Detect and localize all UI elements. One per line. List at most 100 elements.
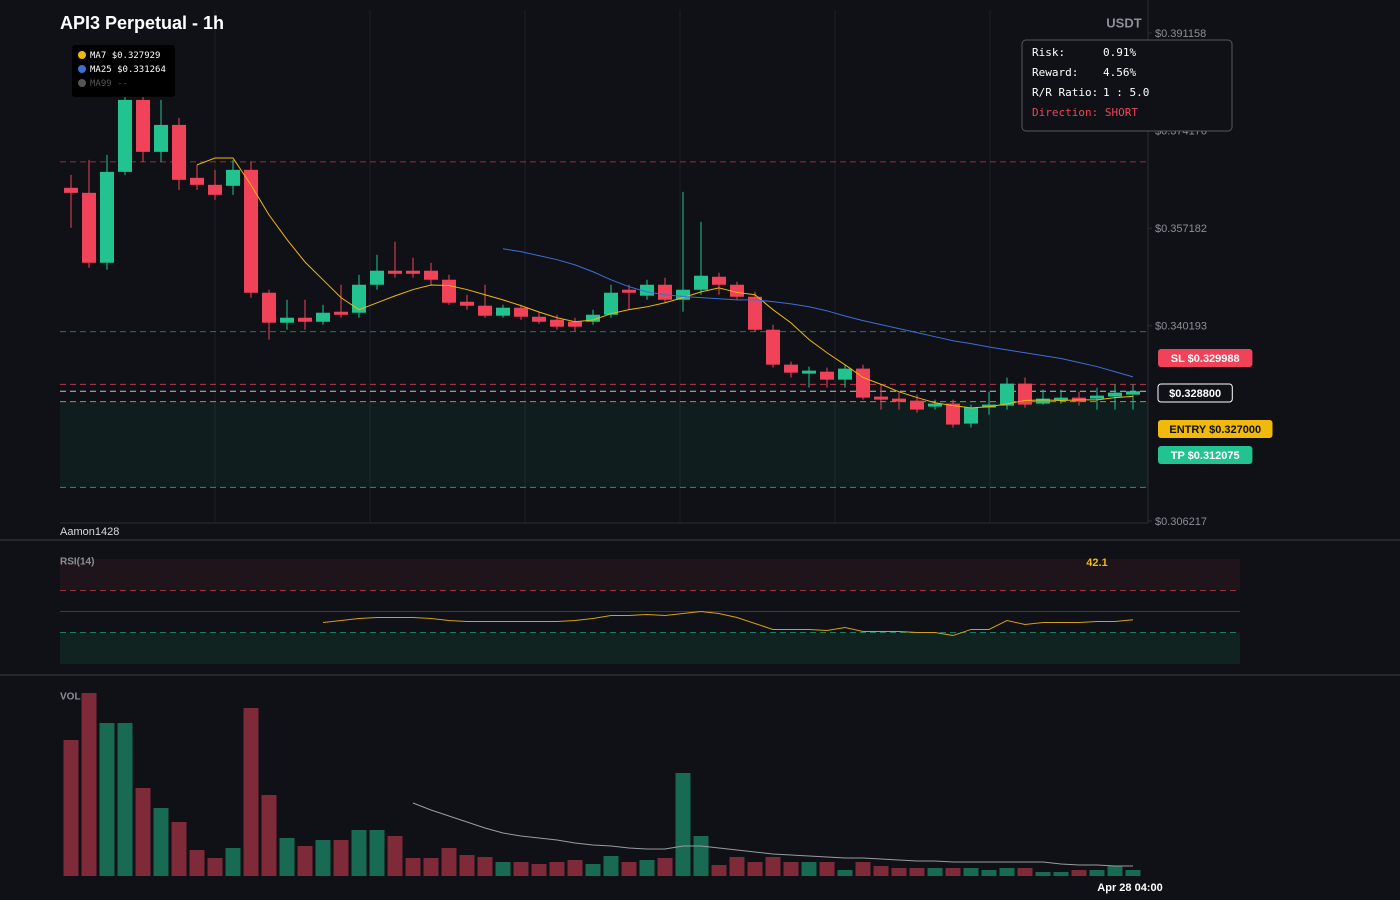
- ma-line: [196, 157, 1134, 409]
- candle-body: [442, 279, 456, 303]
- candle-body: [1054, 397, 1068, 401]
- candle-body: [676, 289, 690, 300]
- volume-bar: [999, 868, 1015, 876]
- legend-swatch: [78, 79, 86, 87]
- candle-body: [982, 404, 996, 408]
- y-tick-label: $0.306217: [1155, 516, 1207, 528]
- level-tag-label: ENTRY $0.327000: [1169, 424, 1261, 436]
- candle-body: [532, 316, 546, 322]
- rsi-title: RSI(14): [60, 557, 94, 568]
- volume-bar: [477, 857, 493, 876]
- volume-title: VOL: [60, 692, 81, 703]
- candle-body: [460, 301, 474, 306]
- volume-bar: [801, 862, 817, 876]
- volume-bar: [207, 858, 223, 876]
- candle-body: [640, 284, 654, 296]
- volume-bar: [837, 870, 853, 876]
- candle-body: [910, 400, 924, 410]
- candle-body: [928, 403, 942, 407]
- volume-bar: [351, 830, 367, 876]
- candle-body: [1126, 391, 1140, 395]
- watermark: Aamon1428: [60, 526, 119, 538]
- x-tick-label: Apr 28 04:00: [1097, 882, 1162, 894]
- candle-body: [280, 317, 294, 323]
- volume-bar: [639, 860, 655, 876]
- volume-bar: [99, 723, 115, 876]
- volume-bar: [567, 860, 583, 876]
- info-label: Risk:: [1032, 46, 1065, 59]
- candle-body: [370, 270, 384, 285]
- y-tick-label: $0.357182: [1155, 223, 1207, 235]
- vertical-grid: [214, 10, 991, 523]
- candle-body: [1108, 392, 1122, 397]
- candle-body: [568, 321, 582, 327]
- info-value: 4.56%: [1103, 66, 1136, 79]
- legend-name: MA25: [90, 65, 112, 75]
- volume-bar: [423, 858, 439, 876]
- volume-bar: [981, 870, 997, 876]
- volume-bar: [117, 723, 133, 876]
- candle-body: [334, 311, 348, 315]
- volume-bar: [657, 858, 673, 876]
- volume-bar: [225, 848, 241, 876]
- volume-bar: [1107, 866, 1123, 876]
- volume-bar: [189, 850, 205, 876]
- candle-body: [604, 292, 618, 315]
- volume-bar: [495, 862, 511, 876]
- info-direction: Direction: SHORT: [1032, 106, 1138, 119]
- level-tag-label: $0.328800: [1169, 388, 1221, 400]
- legend-name: MA7: [90, 51, 106, 61]
- candle-body: [262, 292, 276, 323]
- volume-bar: [171, 822, 187, 876]
- info-value: SHORT: [1105, 106, 1138, 119]
- candle-body: [406, 270, 420, 274]
- info-value: 0.91%: [1103, 46, 1136, 59]
- volume-bar: [297, 846, 313, 876]
- volume-bar: [387, 836, 403, 876]
- candle-body: [64, 187, 78, 193]
- volume-bar: [81, 693, 97, 876]
- candle-body: [190, 177, 204, 185]
- legend-swatch: [78, 65, 86, 73]
- candle-body: [1090, 395, 1104, 399]
- legend-value: $0.331264: [117, 65, 166, 75]
- candle-body: [298, 317, 312, 322]
- candle-body: [172, 124, 186, 180]
- candle-body: [352, 284, 366, 313]
- level-tag: [1158, 420, 1273, 438]
- volume-bar: [927, 868, 943, 876]
- volume-bar: [729, 857, 745, 876]
- candle-body: [820, 371, 834, 380]
- volume-bar: [891, 868, 907, 876]
- volume-bar: [549, 862, 565, 876]
- volume-bar: [819, 862, 835, 876]
- candle-body: [136, 99, 150, 152]
- volume-bar: [369, 830, 385, 876]
- ma-line: [502, 248, 1134, 378]
- volume-bar: [315, 840, 331, 876]
- target-zone: [60, 401, 1148, 488]
- volume-bar: [135, 788, 151, 876]
- candle-body: [748, 296, 762, 330]
- info-label: Direction:: [1032, 106, 1098, 119]
- volume-bar: [1053, 872, 1069, 876]
- volume-bar: [243, 708, 259, 876]
- legend-swatch: [78, 51, 86, 59]
- volume-bar: [261, 795, 277, 876]
- y-tick-label: $0.340193: [1155, 321, 1207, 333]
- volume-bar: [765, 857, 781, 876]
- volume-bar: [1071, 870, 1087, 876]
- candle-body: [694, 275, 708, 290]
- info-box: [1021, 39, 1233, 132]
- candle-body: [244, 169, 258, 293]
- candle-body: [856, 368, 870, 398]
- volume-bar: [153, 808, 169, 876]
- volume-bar: [963, 868, 979, 876]
- candle-body: [226, 169, 240, 186]
- volume-bar: [945, 868, 961, 876]
- candle-body: [1036, 398, 1050, 404]
- volume-bar: [531, 864, 547, 876]
- rsi-line: [322, 610, 1134, 637]
